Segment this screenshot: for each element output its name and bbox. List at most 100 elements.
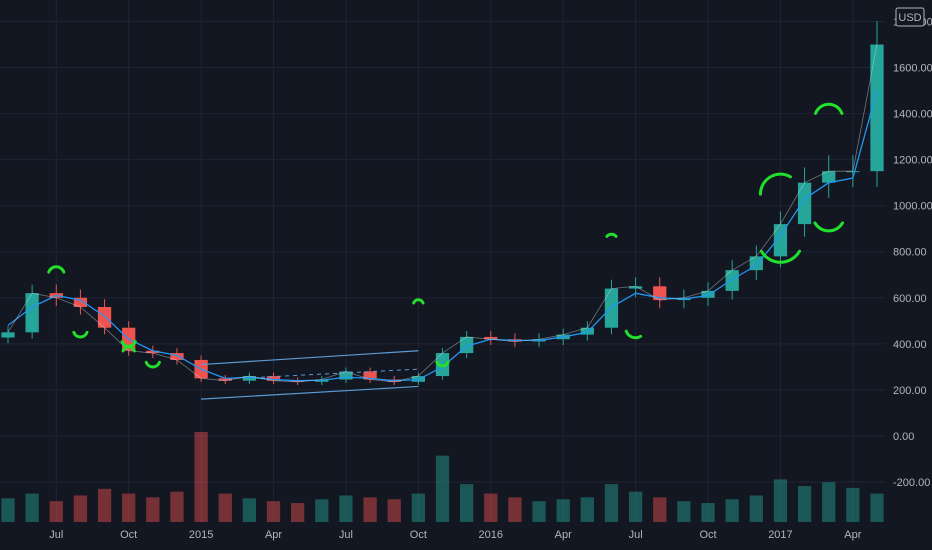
candle-body — [773, 224, 788, 257]
highlight-arc — [624, 329, 643, 340]
volume-bar — [25, 493, 39, 522]
volume-bar — [797, 486, 812, 522]
candle-body — [339, 371, 353, 380]
candle-body — [725, 270, 739, 291]
candle-body — [797, 182, 812, 225]
candle-body — [580, 327, 594, 335]
y-tick-label: 1400.00 — [893, 109, 932, 121]
candle-body — [870, 44, 884, 172]
volume-bar — [749, 495, 763, 522]
volume-bar — [701, 503, 715, 522]
candle-body — [73, 297, 88, 307]
volume-bar — [194, 432, 208, 522]
volume-bar — [97, 488, 112, 522]
y-tick-label: 0.00 — [893, 431, 914, 443]
highlight-arc — [72, 330, 89, 339]
volume-bar — [677, 501, 691, 522]
x-tick-label: 2015 — [189, 529, 213, 541]
volume-bar — [532, 501, 546, 522]
candle-body — [701, 290, 715, 298]
volume-bar — [773, 479, 788, 522]
candle-body — [25, 293, 39, 333]
candle-body — [604, 288, 619, 328]
y-tick-label: -200.00 — [893, 477, 930, 489]
x-tick-label: Oct — [699, 529, 716, 541]
candle-body — [1, 332, 15, 338]
channel-lower — [201, 385, 419, 400]
highlight-arc — [435, 360, 450, 368]
volume-bar — [460, 484, 474, 522]
x-tick-label: Apr — [555, 529, 572, 541]
volume-bar — [411, 493, 425, 522]
candle-body — [170, 353, 184, 360]
candle-body — [218, 378, 232, 381]
volume-bar — [73, 495, 88, 522]
highlight-arc — [605, 232, 618, 238]
volume-bar — [339, 495, 353, 522]
x-tick-label: Oct — [410, 529, 427, 541]
currency-badge[interactable] — [895, 7, 925, 27]
volume-bar — [580, 497, 594, 522]
volume-bar — [291, 503, 305, 522]
volume-bar — [266, 501, 281, 522]
x-tick-label: Jul — [629, 529, 643, 541]
highlight-arc — [144, 360, 161, 369]
candle-body — [242, 376, 257, 381]
volume-bar — [122, 493, 136, 522]
candle-body — [266, 376, 281, 381]
volume-bar — [556, 499, 570, 522]
volume-bar — [315, 499, 329, 522]
highlight-arc — [814, 102, 844, 115]
currency-label: USD — [898, 12, 921, 24]
volume-bar — [435, 455, 450, 522]
volume-bar — [242, 498, 257, 522]
candle-body — [846, 171, 860, 173]
y-tick-label: 1200.00 — [893, 155, 932, 167]
volume-bar — [846, 487, 860, 522]
candle-body — [97, 307, 112, 328]
y-tick-label: 600.00 — [893, 293, 927, 305]
close-line — [7, 44, 878, 383]
y-tick-label: 200.00 — [893, 385, 927, 397]
volume-bar — [822, 482, 836, 522]
volume-bar — [363, 497, 377, 522]
y-tick-label: 1000.00 — [893, 201, 932, 213]
volume-bar — [146, 497, 160, 522]
x-tick-label: Oct — [120, 529, 137, 541]
y-tick-label: 1600.00 — [893, 63, 932, 75]
x-tick-label: Apr — [265, 529, 282, 541]
channel-mid — [261, 368, 419, 378]
highlight-arc — [758, 172, 792, 196]
volume-bar — [628, 491, 643, 522]
volume-bar — [508, 497, 522, 522]
highlight-arc — [121, 345, 136, 353]
volume-bar — [604, 484, 619, 522]
y-tick-label: 800.00 — [893, 247, 927, 259]
volume-bar — [870, 493, 884, 522]
volume-bar — [387, 499, 401, 522]
candle-body — [363, 371, 377, 380]
candle-body — [146, 350, 160, 354]
x-tick-label: Jul — [339, 529, 353, 541]
x-tick-label: 2017 — [768, 529, 792, 541]
candle-body — [628, 286, 643, 289]
x-tick-label: Apr — [844, 529, 861, 541]
x-tick-label: 2016 — [479, 529, 503, 541]
volume-bar — [1, 498, 15, 522]
highlight-arc — [47, 265, 66, 274]
candle-body — [822, 171, 836, 183]
volume-bar — [484, 493, 498, 522]
volume-bar — [49, 501, 63, 522]
x-tick-label: Jul — [49, 529, 63, 541]
volume-bar — [218, 493, 232, 522]
y-tick-label: 400.00 — [893, 339, 927, 351]
highlight-arc — [813, 221, 845, 233]
volume-bar — [725, 499, 739, 522]
highlight-arc — [759, 249, 801, 264]
volume-bar — [170, 491, 184, 522]
highlight-arc — [412, 298, 425, 305]
volume-bar — [653, 497, 667, 522]
